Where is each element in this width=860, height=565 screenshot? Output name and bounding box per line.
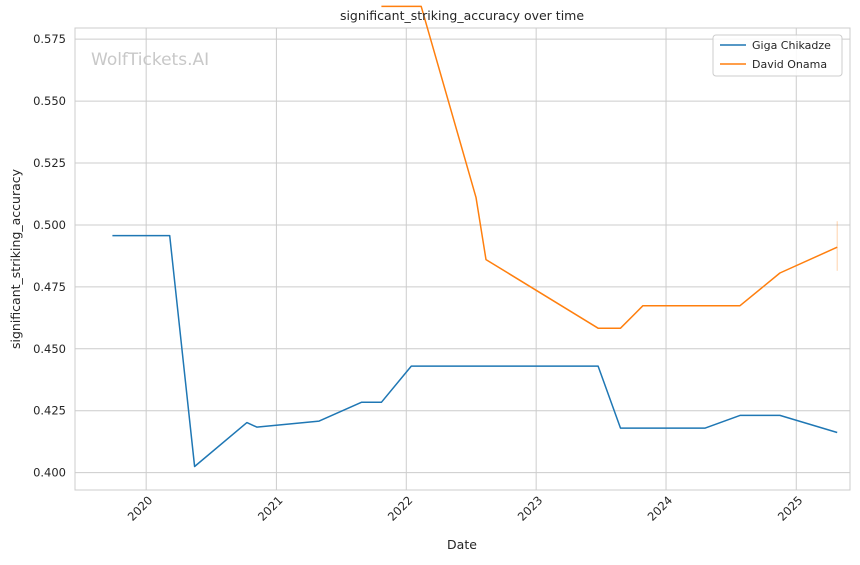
chart-title: significant_striking_accuracy over time bbox=[340, 8, 584, 23]
y-tick-label: 0.575 bbox=[33, 32, 66, 46]
y-tick-label: 0.400 bbox=[33, 466, 66, 480]
legend-label-giga-chikadze: Giga Chikadze bbox=[752, 39, 831, 52]
y-tick-label: 0.425 bbox=[33, 404, 66, 418]
series-line-giga-chikadze bbox=[112, 234, 838, 468]
series-line-david-onama bbox=[381, 5, 838, 329]
y-tick-label: 0.475 bbox=[33, 280, 66, 294]
y-tick-label: 0.550 bbox=[33, 94, 66, 108]
grid bbox=[75, 28, 850, 490]
y-tick-label: 0.525 bbox=[33, 156, 66, 170]
x-axis-label: Date bbox=[447, 537, 477, 552]
legend: Giga Chikadze David Onama bbox=[712, 34, 843, 77]
y-tick-label: 0.500 bbox=[33, 218, 66, 232]
y-axis-label: significant_striking_accuracy bbox=[8, 168, 23, 349]
legend-label-david-onama: David Onama bbox=[752, 58, 827, 71]
watermark-text: WolfTickets.AI bbox=[91, 50, 209, 70]
plot-area-frame bbox=[74, 27, 851, 491]
series-layer bbox=[112, 5, 838, 468]
y-tick-label: 0.450 bbox=[33, 342, 66, 356]
